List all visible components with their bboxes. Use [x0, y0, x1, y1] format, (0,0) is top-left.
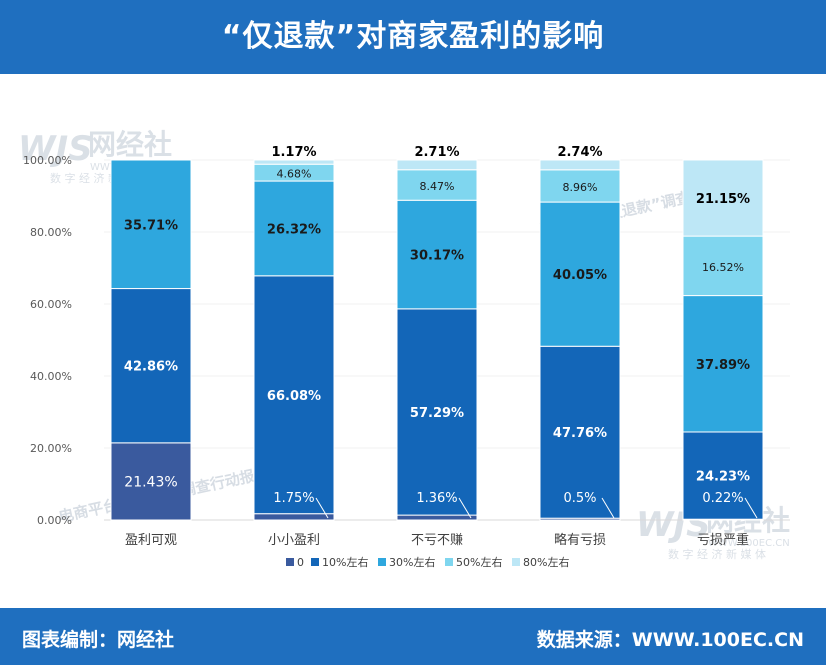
bar-segment: [539, 201, 621, 347]
y-tick-label: 80.00%: [30, 226, 72, 239]
data-label: 8.96%: [563, 181, 598, 194]
data-label: 21.43%: [124, 474, 177, 490]
stacked-bar-chart: WJS 网经社 WWW.100EC.CN 数 字 经 济 新 媒 体 WJS 网…: [18, 128, 790, 569]
label-leader-line: [458, 497, 472, 519]
legend-label: 80%左右: [523, 555, 569, 569]
y-tick-label: 100.00%: [23, 154, 72, 167]
svg-text:WJS: WJS: [18, 129, 93, 169]
label-leader-line: [601, 497, 615, 519]
data-label: 4.68%: [277, 168, 312, 181]
data-label: 26.32%: [267, 222, 321, 237]
data-label: 47.76%: [553, 426, 607, 441]
bar-segment: [253, 159, 335, 165]
y-tick-label: 20.00%: [30, 442, 72, 455]
bar-segment: [682, 431, 764, 520]
y-tick-label: 0.00%: [37, 514, 72, 527]
footer-bar: 图表编制：网经社 数据来源：WWW.100EC.CN: [0, 608, 826, 665]
bar-segment: [539, 169, 621, 203]
data-label: 30.17%: [410, 249, 464, 264]
y-tick-label: 40.00%: [30, 370, 72, 383]
bar-segment: [110, 159, 192, 290]
bar-segment: [396, 159, 478, 171]
bar-segment: [110, 288, 192, 444]
page-title: “仅退款”对商家盈利的影响: [0, 0, 826, 74]
bar-segment: [253, 275, 335, 515]
bar-segment: [682, 235, 764, 297]
legend-swatch: [286, 558, 294, 566]
legend-swatch: [512, 558, 520, 566]
data-label: 35.71%: [124, 218, 178, 233]
bar-segment: [253, 180, 335, 277]
data-label: 0.22%: [702, 491, 743, 506]
data-label: 2.74%: [557, 145, 602, 160]
legend-label: 10%左右: [322, 555, 368, 569]
bar-segment: [396, 199, 478, 310]
bar-segment: [682, 159, 764, 237]
bar-segment: [539, 345, 621, 519]
data-label: 2.71%: [414, 145, 459, 160]
label-leader-line: [744, 497, 758, 519]
x-tick-label: 不亏不赚: [411, 532, 463, 548]
x-tick-label: 亏损严重: [697, 532, 749, 548]
bar-segment: [396, 514, 478, 521]
legend-label: 50%左右: [456, 555, 502, 569]
bar-segment: [253, 513, 335, 521]
data-label: 1.36%: [416, 491, 457, 506]
data-label: 0.5%: [563, 491, 596, 506]
footer-source: 数据来源：WWW.100EC.CN: [536, 629, 804, 651]
data-label: 66.08%: [267, 389, 321, 404]
x-tick-label: 盈利可观: [125, 533, 177, 548]
footer-editor: 图表编制：网经社: [22, 629, 175, 651]
data-label: 1.17%: [271, 145, 316, 160]
bar-segment: [682, 295, 764, 433]
data-label: 8.47%: [420, 180, 455, 193]
x-tick-label: 小小盈利: [268, 533, 320, 548]
bar-segment: [110, 442, 192, 521]
data-label: 21.15%: [696, 192, 750, 207]
data-label: 42.86%: [124, 360, 178, 375]
data-label: 40.05%: [553, 268, 607, 283]
watermark-brand-top: 网经社: [88, 128, 172, 161]
data-label: 37.89%: [696, 358, 750, 373]
bar-segment: [396, 169, 478, 201]
bar-segment: [396, 308, 478, 516]
bar-segment: [539, 159, 621, 171]
legend-label: 30%左右: [389, 555, 435, 569]
y-tick-label: 60.00%: [30, 298, 72, 311]
legend-swatch: [378, 558, 386, 566]
data-label: 57.29%: [410, 406, 464, 421]
legend-swatch: [445, 558, 453, 566]
watermark-url-bottom: WWW.100EC.CN: [708, 538, 790, 549]
data-label: 16.52%: [702, 261, 744, 274]
data-label: 24.23%: [696, 470, 750, 485]
label-leader-line: [315, 497, 329, 519]
legend-label: 0: [297, 556, 304, 569]
legend-swatch: [311, 558, 319, 566]
x-tick-label: 略有亏损: [554, 532, 606, 548]
watermark-tagline-bottom: 数 字 经 济 新 媒 体: [668, 547, 766, 561]
data-label: 1.75%: [273, 491, 314, 506]
